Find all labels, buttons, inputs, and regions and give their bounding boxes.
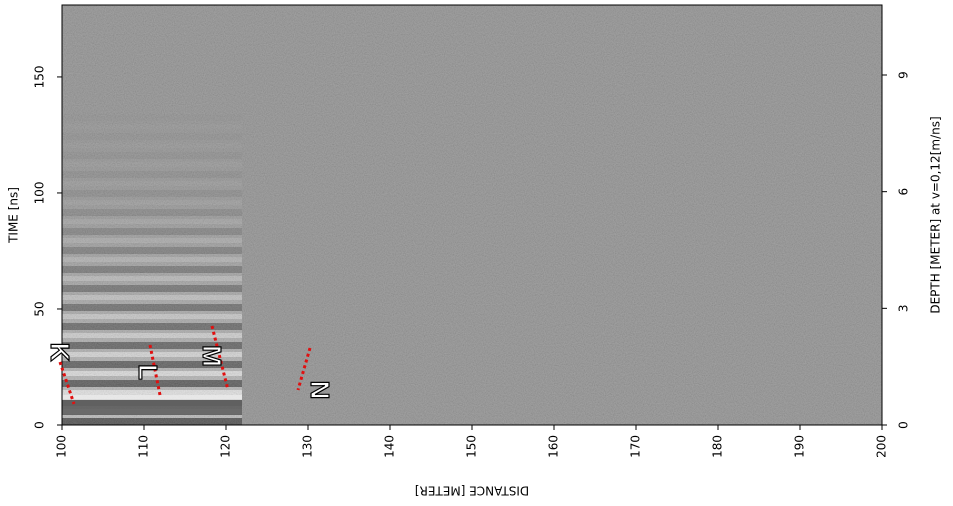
y2-tick-label: 9 [897,71,911,79]
annotation-line [210,325,230,391]
x-tick-label: 190 [793,435,807,458]
x-tick-label: 120 [219,435,233,458]
annotations: K L M N [45,325,336,405]
x-tick-label: 160 [547,435,561,458]
y-tick-label: 50 [33,301,47,316]
x-axis-title: DISTANCE [METER] [415,484,529,498]
x-tick-label: 100 [55,435,69,458]
y-axis-title: TIME [ns] [7,187,21,244]
y2-tick-label: 3 [897,305,911,313]
y-tick-label: 0 [33,421,47,429]
radargram-image [62,5,882,425]
annotation-label: K [45,343,75,362]
x-tick-label: 140 [383,435,397,458]
x-tick-label: 110 [137,435,151,458]
annotation-line [58,361,76,405]
y2-axis-title: DEPTH [METER] at v=0,12[m/ns] [929,116,943,313]
x-tick-label: 130 [301,435,315,458]
annotation-label: N [305,381,335,400]
y-tick-label: 150 [33,65,47,88]
annotation-line [296,347,312,391]
x-tick-label: 180 [711,435,725,458]
y-tick-label: 100 [33,182,47,205]
y2-tick-label: 0 [897,421,911,429]
annotation-line [148,344,162,396]
annotation-label: L [133,364,163,380]
x-tick-label: 170 [629,435,643,458]
x-tick-label: 150 [465,435,479,458]
y2-tick-label: 6 [897,188,911,196]
x-tick-label: 200 [875,435,889,458]
annotation-label: M [197,345,227,367]
